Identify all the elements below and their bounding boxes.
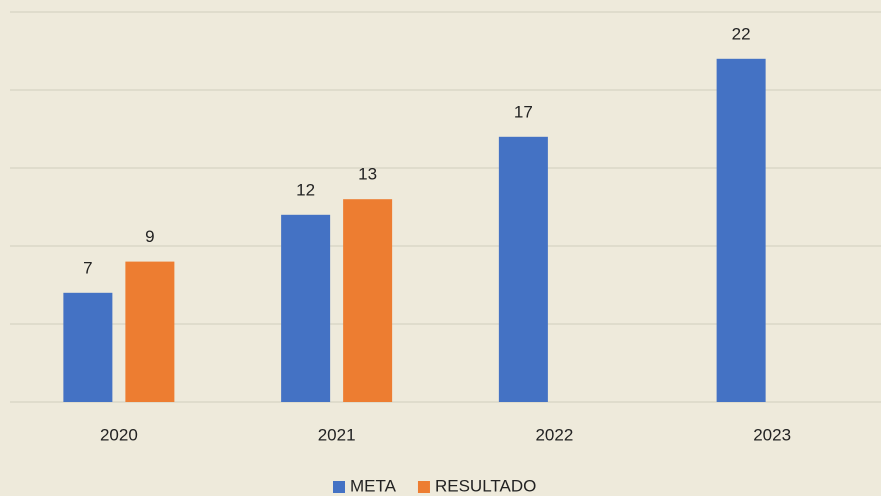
x-tick-label: 2023 bbox=[753, 425, 791, 444]
x-tick-label: 2021 bbox=[318, 425, 356, 444]
data-label: 13 bbox=[358, 165, 377, 184]
x-tick-label: 2022 bbox=[535, 425, 573, 444]
legend-swatch bbox=[417, 481, 430, 493]
data-label: 22 bbox=[732, 24, 751, 43]
data-label: 7 bbox=[83, 258, 92, 277]
bar bbox=[343, 199, 393, 402]
bar bbox=[716, 58, 766, 403]
bar bbox=[125, 261, 175, 402]
data-label: 12 bbox=[296, 180, 315, 199]
bar bbox=[63, 292, 113, 402]
data-label: 9 bbox=[145, 227, 154, 246]
data-label: 17 bbox=[514, 102, 533, 121]
bar bbox=[281, 214, 331, 402]
x-tick-label: 2020 bbox=[100, 425, 138, 444]
legend-swatch bbox=[333, 481, 345, 493]
legend-label: META bbox=[350, 476, 397, 495]
legend-label: RESULTADO bbox=[435, 476, 536, 495]
bar bbox=[498, 136, 548, 403]
